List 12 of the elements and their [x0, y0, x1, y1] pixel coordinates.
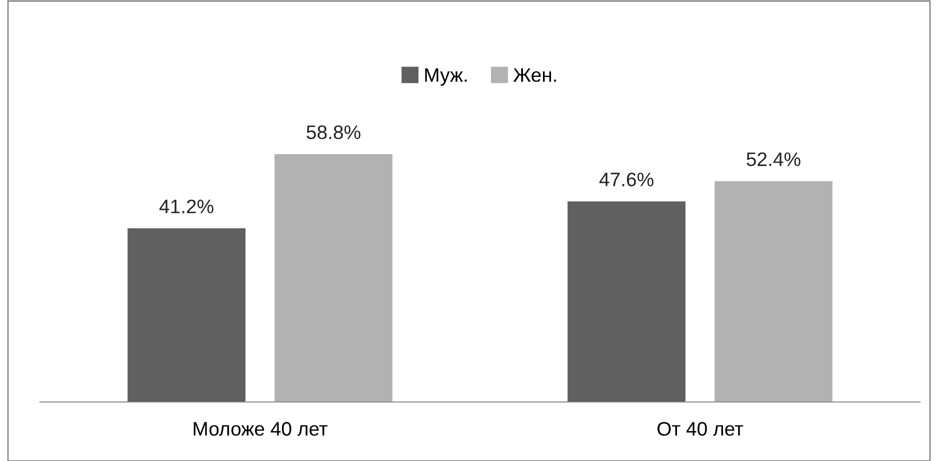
bar — [568, 201, 686, 402]
data-label: 52.4% — [746, 152, 800, 166]
bar — [714, 181, 832, 402]
bar — [128, 228, 246, 402]
bar — [274, 154, 392, 402]
x-tick-label: Моложе 40 лет — [194, 422, 328, 436]
data-label: 47.6% — [599, 172, 654, 186]
data-label: 58.8% — [306, 125, 360, 140]
data-label: 41.2% — [159, 200, 214, 214]
legend-label: Жен. — [513, 68, 556, 82]
x-tick-label: От 40 лет — [657, 422, 744, 436]
legend-label: Муж. — [425, 68, 467, 86]
